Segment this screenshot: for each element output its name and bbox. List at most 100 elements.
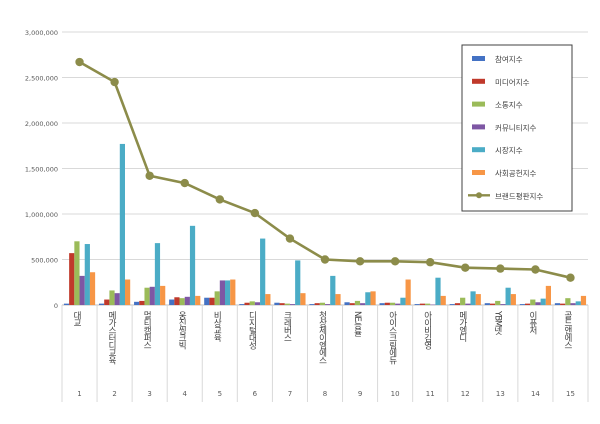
bar xyxy=(195,295,201,305)
bar xyxy=(319,302,325,305)
x-axis-labels: 대교 1 메가스터디교육 2 멀티캠퍼스 3 웅진씽크빅 4 비상교육 5 디지털대성 6 크레버스 7 청… xyxy=(72,310,575,398)
bar xyxy=(505,287,511,305)
x-rank-label: 10 xyxy=(391,390,400,398)
x-rank-label: 4 xyxy=(182,390,187,398)
y-axis-ticks: 0 500,000 1,000,000 1,500,000 2,000,000 2,500… xyxy=(25,29,58,310)
legend-label: 시장지수 xyxy=(495,145,523,155)
x-rank-label: 2 xyxy=(112,390,116,398)
legend-label: 브랜드평판지수 xyxy=(495,191,543,201)
y-tick-label: 1,000,000 xyxy=(25,211,58,219)
bar xyxy=(309,304,315,305)
bar xyxy=(295,260,301,305)
bar xyxy=(400,297,406,305)
series-소통지수 xyxy=(74,241,571,305)
x-rank-label: 14 xyxy=(531,390,540,398)
bar xyxy=(560,303,566,305)
bar xyxy=(104,299,110,305)
x-category-label: 웅진씽크빅 xyxy=(177,311,187,350)
line-point xyxy=(250,208,260,218)
bar xyxy=(154,243,161,305)
x-rank-label: 12 xyxy=(461,390,470,398)
line-point xyxy=(215,195,224,204)
x-rank-label: 7 xyxy=(288,390,292,398)
bar xyxy=(219,280,225,305)
line-point xyxy=(285,234,295,243)
bar xyxy=(260,238,266,305)
x-category-label: 디지털대성 xyxy=(247,311,257,349)
bar xyxy=(449,304,455,305)
bar xyxy=(354,300,361,305)
bar xyxy=(475,294,481,305)
bar xyxy=(84,244,90,305)
bar xyxy=(289,304,296,305)
bar xyxy=(519,304,525,305)
bar xyxy=(69,253,75,305)
bar xyxy=(540,298,546,305)
bar xyxy=(314,303,320,305)
bar xyxy=(360,303,366,305)
bar xyxy=(204,297,210,305)
x-category-label: 골드앤에스 xyxy=(562,311,572,349)
bar xyxy=(554,303,561,305)
bar xyxy=(580,295,587,305)
bar xyxy=(565,298,571,305)
series-참여지수 xyxy=(63,297,561,305)
legend-label: 미디어지수 xyxy=(495,77,530,87)
bar xyxy=(389,302,396,305)
bar xyxy=(209,297,215,305)
bar xyxy=(284,303,290,305)
bar xyxy=(63,303,70,305)
x-category-label: 비상교육 xyxy=(212,311,222,343)
x-rank-label: 3 xyxy=(147,390,151,398)
bar xyxy=(79,275,85,305)
bar xyxy=(570,303,576,305)
line-point xyxy=(75,57,84,67)
bar xyxy=(149,286,155,305)
line-point xyxy=(320,255,330,264)
bar xyxy=(440,295,446,305)
bar xyxy=(545,285,551,305)
legend-label: 소통지수 xyxy=(495,101,523,110)
bar xyxy=(470,291,476,305)
x-rank-label: 1 xyxy=(77,390,81,398)
line-point xyxy=(180,178,189,188)
bar xyxy=(160,285,166,305)
line-point xyxy=(426,258,435,267)
legend-swatch xyxy=(472,56,485,61)
bar xyxy=(114,293,120,305)
bar xyxy=(484,303,490,305)
series-커뮤니티지수 xyxy=(79,275,576,306)
bar xyxy=(279,303,285,305)
bar xyxy=(530,299,536,305)
legend-swatch xyxy=(472,147,485,153)
x-category-label: 메가스터디교육 xyxy=(107,311,117,365)
bar xyxy=(225,280,231,305)
x-rank-label: 6 xyxy=(253,390,258,398)
bar xyxy=(244,302,250,305)
bar xyxy=(330,275,336,305)
line-point xyxy=(355,257,365,266)
x-category-label: 대교 xyxy=(72,311,82,326)
bar xyxy=(144,287,150,305)
bar xyxy=(119,143,125,305)
line-point xyxy=(110,77,119,87)
bar xyxy=(535,302,541,305)
x-rank-label: 11 xyxy=(426,390,435,398)
bar xyxy=(435,277,441,305)
legend-marker xyxy=(476,192,482,199)
x-category-label: 크레버스 xyxy=(282,311,292,341)
x-category-label: 아이비김영 xyxy=(422,310,432,349)
bar xyxy=(274,302,280,305)
bar xyxy=(405,279,411,305)
bar xyxy=(169,299,175,305)
x-category-label: 청상제이엠에스 xyxy=(317,311,327,364)
bar xyxy=(184,296,190,305)
line-point xyxy=(566,273,575,282)
bar xyxy=(300,293,306,305)
bar xyxy=(189,225,196,305)
bar xyxy=(254,302,261,305)
bar xyxy=(265,294,271,305)
